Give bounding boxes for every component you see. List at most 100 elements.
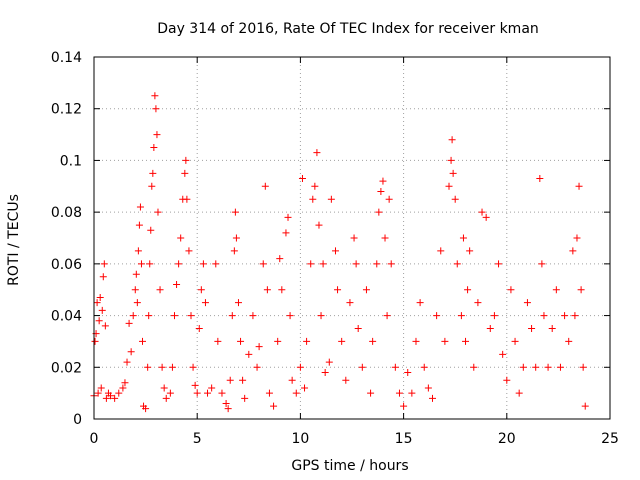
data-point	[239, 376, 247, 384]
data-point	[102, 394, 110, 402]
data-point	[523, 299, 531, 307]
data-point	[367, 389, 375, 397]
data-point	[400, 402, 408, 410]
data-point	[464, 286, 472, 294]
data-point	[107, 392, 115, 400]
data-point	[131, 286, 139, 294]
data-point	[189, 363, 197, 371]
data-point	[301, 384, 309, 392]
axis-ticks	[93, 56, 611, 420]
data-point	[286, 312, 294, 320]
y-tick-label: 0.14	[51, 50, 82, 66]
data-point	[168, 363, 176, 371]
data-point	[313, 149, 321, 157]
data-point	[490, 312, 498, 320]
chart-title: Day 314 of 2016, Rate Of TEC Index for r…	[157, 21, 539, 37]
data-point	[350, 234, 358, 242]
data-point	[132, 270, 140, 278]
data-point	[391, 363, 399, 371]
data-point	[134, 247, 142, 255]
data-point	[145, 312, 153, 320]
data-point	[150, 144, 158, 151]
data-point	[166, 389, 174, 397]
data-point	[177, 234, 185, 242]
data-point	[276, 255, 284, 263]
data-point	[97, 384, 105, 392]
grid	[94, 57, 610, 419]
data-point	[121, 379, 129, 387]
data-point	[573, 234, 581, 242]
data-point	[449, 169, 457, 177]
data-point	[459, 234, 467, 242]
data-point	[98, 306, 106, 314]
data-point	[147, 226, 155, 234]
plot-area-frame	[93, 56, 611, 420]
data-point	[187, 312, 195, 320]
data-point	[420, 363, 428, 371]
data-point	[375, 208, 383, 216]
data-point	[185, 247, 193, 255]
data-point	[259, 260, 267, 268]
data-point	[149, 169, 157, 177]
data-point	[137, 260, 145, 268]
data-point	[175, 260, 183, 268]
data-point	[325, 358, 333, 366]
data-point	[309, 195, 317, 203]
data-points	[90, 92, 589, 413]
data-point	[385, 195, 393, 203]
data-point	[222, 399, 230, 407]
data-point	[569, 247, 577, 255]
data-point	[204, 389, 212, 397]
y-tick-label: 0.06	[51, 257, 82, 273]
data-point	[354, 325, 362, 332]
data-point	[144, 363, 152, 371]
data-point	[96, 293, 104, 301]
data-point	[515, 389, 523, 397]
data-point	[197, 286, 205, 294]
data-point	[127, 348, 135, 356]
data-point	[379, 177, 387, 185]
data-point	[482, 213, 490, 221]
data-point	[462, 337, 470, 345]
data-point	[331, 247, 339, 255]
data-point	[571, 312, 579, 320]
data-point	[162, 394, 170, 402]
data-point	[311, 182, 319, 190]
data-point	[342, 376, 350, 384]
data-point	[346, 299, 354, 307]
data-point	[538, 260, 546, 268]
data-point	[383, 312, 391, 320]
data-point	[282, 229, 290, 237]
data-point	[303, 337, 311, 345]
data-point	[433, 312, 441, 320]
x-tick-label: 0	[90, 431, 99, 447]
y-tick-label: 0.08	[51, 205, 82, 221]
y-tick-label: 0.1	[60, 153, 82, 169]
data-point	[245, 350, 253, 358]
data-point	[181, 169, 189, 177]
data-point	[265, 389, 273, 397]
data-point	[241, 394, 249, 402]
data-point	[195, 325, 203, 332]
data-point	[575, 182, 583, 190]
data-point	[507, 286, 515, 294]
data-point	[160, 384, 168, 392]
data-point	[519, 363, 527, 371]
data-point	[556, 363, 564, 371]
data-point	[412, 337, 420, 345]
data-point	[292, 389, 300, 397]
data-point	[424, 384, 432, 392]
data-point	[453, 260, 461, 268]
data-point	[373, 260, 381, 268]
data-point	[327, 195, 335, 203]
data-point	[95, 317, 103, 325]
data-point	[230, 247, 238, 255]
data-point	[148, 182, 156, 190]
data-point	[182, 156, 190, 164]
x-tick-label: 20	[498, 431, 516, 447]
data-point	[156, 286, 164, 294]
data-point	[135, 221, 143, 229]
x-tick-label: 5	[193, 431, 202, 447]
data-point	[253, 363, 261, 371]
data-point	[208, 384, 216, 392]
